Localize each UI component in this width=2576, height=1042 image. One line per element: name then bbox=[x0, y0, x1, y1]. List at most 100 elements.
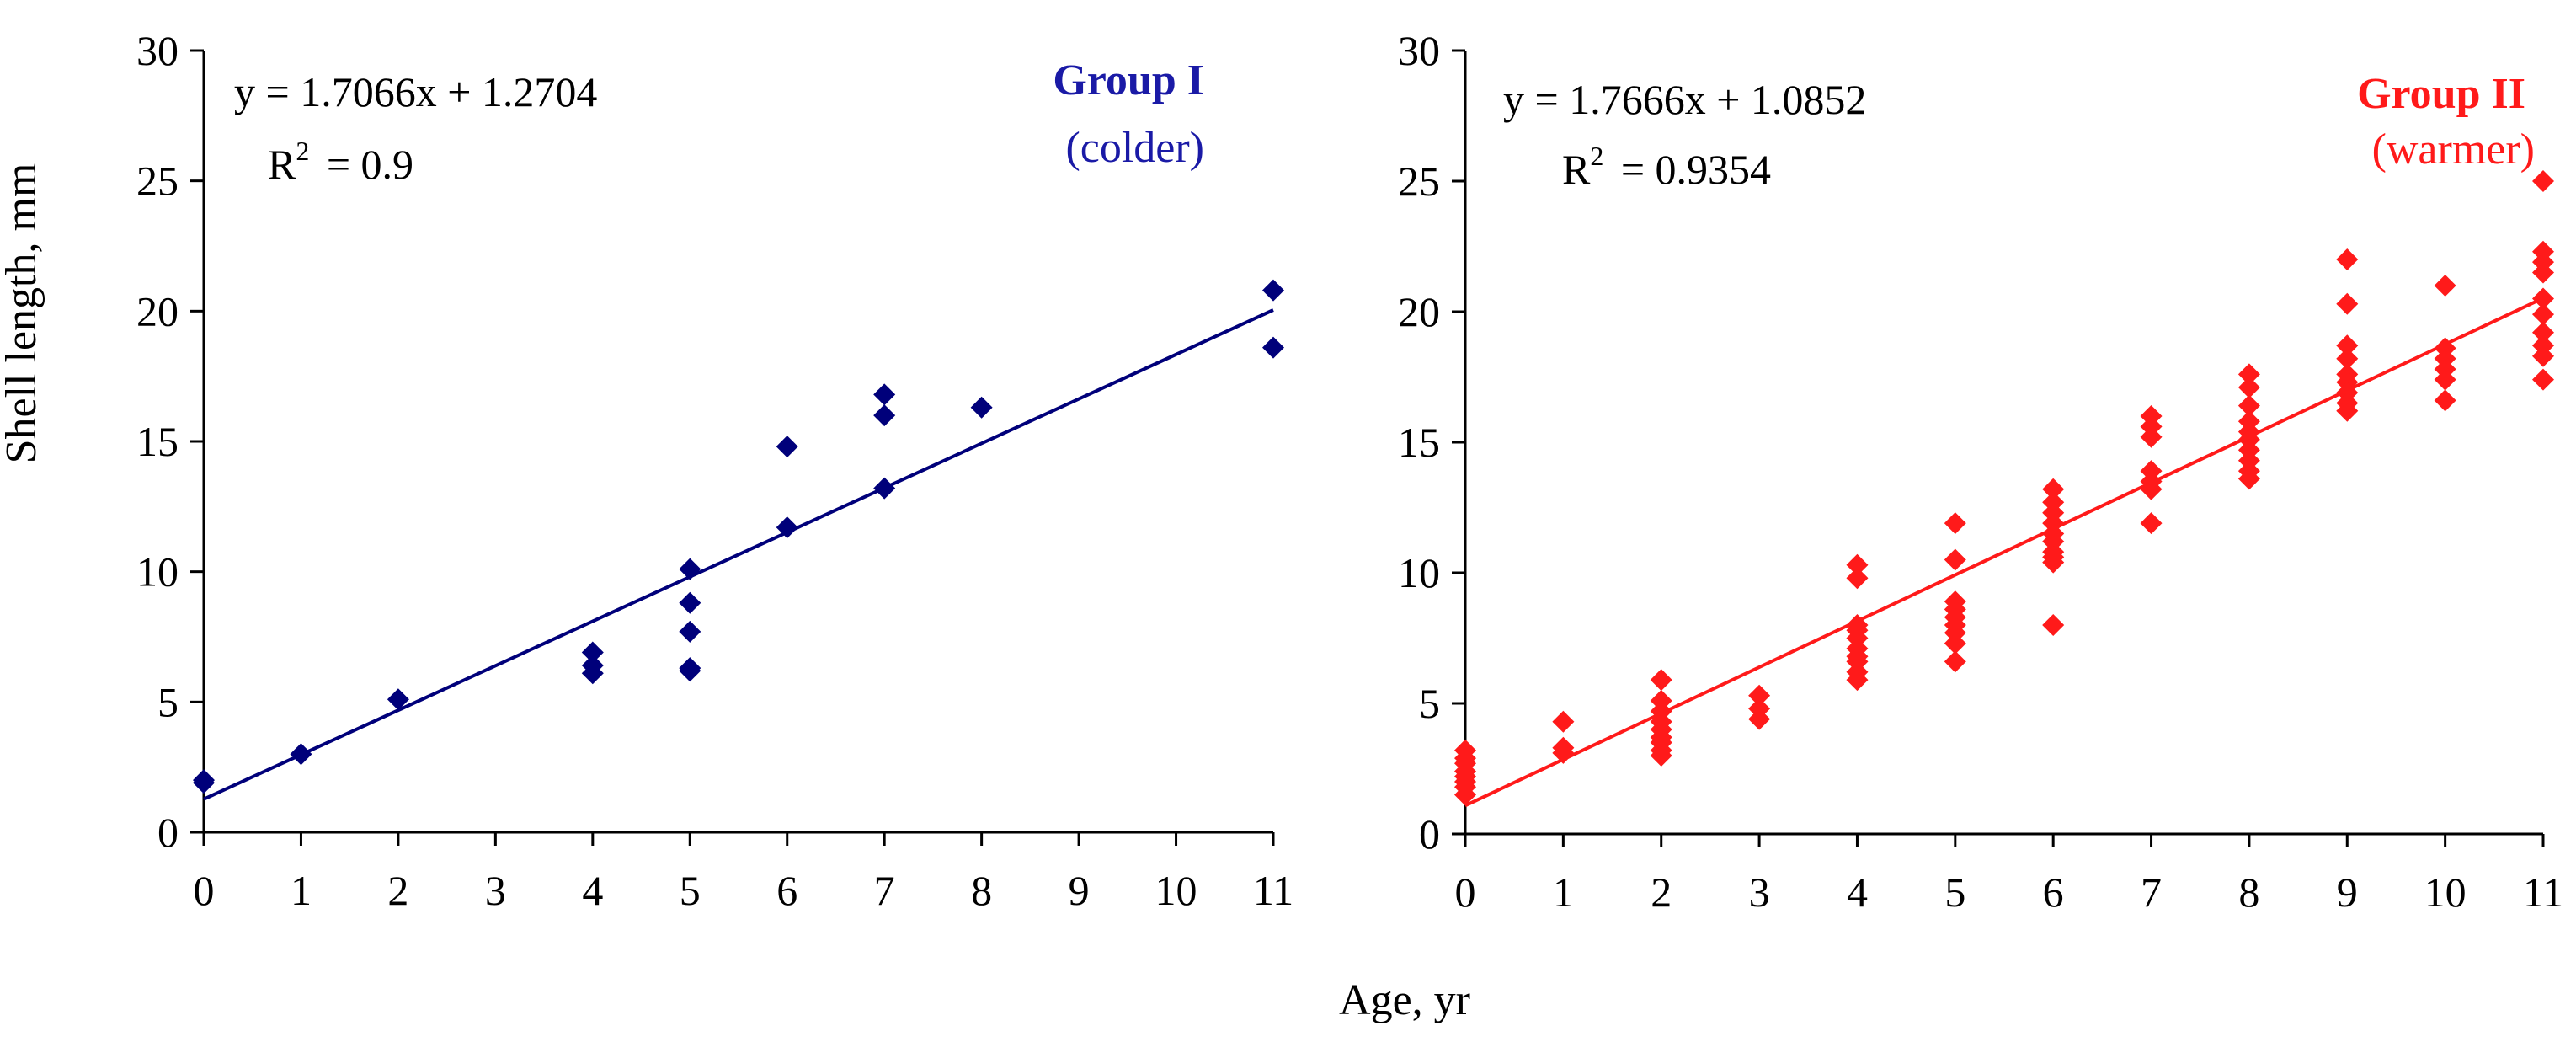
x-tick-label: 4 bbox=[582, 867, 603, 914]
data-point bbox=[1552, 710, 1575, 733]
x-tick-label: 5 bbox=[680, 867, 701, 914]
data-point bbox=[1552, 741, 1575, 764]
chart-title: Group II bbox=[2357, 70, 2525, 118]
x-tick-label: 11 bbox=[1253, 867, 1293, 914]
data-point bbox=[1748, 708, 1771, 730]
y-tick-label: 0 bbox=[1419, 810, 1440, 858]
data-point bbox=[2140, 478, 2163, 500]
data-point bbox=[193, 772, 215, 794]
x-tick-label: 4 bbox=[1847, 868, 1868, 916]
r-squared-symbol: R bbox=[268, 141, 296, 188]
x-tick-label: 2 bbox=[387, 867, 408, 914]
data-point bbox=[1454, 783, 1476, 806]
y-tick-label: 30 bbox=[136, 27, 179, 74]
x-tick-label: 1 bbox=[291, 867, 312, 914]
x-tick-label: 8 bbox=[2238, 868, 2259, 916]
data-point bbox=[2434, 389, 2456, 412]
data-point bbox=[873, 477, 896, 500]
y-axis-title: Shell length, mm bbox=[0, 163, 45, 464]
y-tick-label: 15 bbox=[1398, 419, 1440, 466]
x-tick-label: 0 bbox=[194, 867, 215, 914]
data-point bbox=[776, 516, 798, 539]
data-point bbox=[2434, 275, 2456, 297]
x-tick-label: 9 bbox=[2337, 868, 2358, 916]
y-tick-label: 5 bbox=[157, 678, 179, 725]
regression-equation: y = 1.7666x + 1.0852 bbox=[1503, 76, 1866, 123]
data-point bbox=[1748, 684, 1771, 707]
data-point bbox=[1846, 669, 1869, 692]
data-point bbox=[2336, 334, 2359, 357]
x-tick-label: 8 bbox=[971, 867, 992, 914]
r-squared-label: R2 = 0.9 bbox=[268, 136, 413, 188]
data-point bbox=[2042, 614, 2065, 636]
data-point bbox=[1650, 669, 1672, 692]
data-point bbox=[2532, 321, 2554, 344]
data-point bbox=[290, 743, 312, 766]
data-point bbox=[2042, 478, 2065, 500]
data-point bbox=[581, 662, 604, 685]
data-point bbox=[2140, 425, 2163, 448]
r-squared-superscript: 2 bbox=[1590, 141, 1603, 171]
x-axis-title: Age, yr bbox=[1339, 976, 1470, 1024]
x-tick-label: 10 bbox=[1155, 867, 1197, 914]
x-tick-label: 0 bbox=[1455, 868, 1476, 916]
y-tick-label: 20 bbox=[1398, 288, 1440, 335]
x-tick-label: 1 bbox=[1553, 868, 1574, 916]
y-tick-label: 5 bbox=[1419, 680, 1440, 727]
regression-equation: y = 1.7066x + 1.2704 bbox=[234, 68, 597, 115]
data-point bbox=[2336, 399, 2359, 422]
data-point bbox=[679, 660, 701, 682]
trendline bbox=[1464, 297, 2544, 808]
y-tick-label: 30 bbox=[1398, 27, 1440, 74]
y-tick-label: 0 bbox=[157, 809, 179, 856]
y-tick-label: 20 bbox=[136, 287, 179, 334]
chart-group-ii: Group II (warmer) y = 1.7666x + 1.0852 R… bbox=[1398, 27, 2563, 916]
y-tick-label: 25 bbox=[136, 158, 179, 205]
x-tick-label: 2 bbox=[1651, 868, 1672, 916]
x-tick-label: 5 bbox=[1944, 868, 1965, 916]
r-squared-symbol: R bbox=[1562, 146, 1591, 193]
x-tick-label: 11 bbox=[2523, 868, 2563, 916]
data-point bbox=[1846, 553, 1869, 576]
r-squared-label: R2 = 0.9354 bbox=[1562, 141, 1771, 193]
data-point bbox=[1262, 336, 1284, 359]
data-point bbox=[970, 396, 993, 419]
chart-subtitle: (warmer) bbox=[2372, 126, 2535, 174]
chart-title: Group I bbox=[1053, 56, 1204, 104]
x-tick-label: 6 bbox=[2043, 868, 2064, 916]
data-point bbox=[2532, 287, 2554, 310]
data-point bbox=[2140, 512, 2163, 535]
chart-group-i: Group I (colder) y = 1.7066x + 1.2704 R2… bbox=[136, 27, 1293, 914]
data-point bbox=[387, 688, 409, 711]
x-tick-label: 3 bbox=[1749, 868, 1770, 916]
data-point bbox=[2237, 394, 2260, 417]
data-point bbox=[776, 436, 798, 458]
data-point bbox=[2532, 261, 2554, 284]
data-point bbox=[2042, 551, 2065, 574]
r-squared-superscript: 2 bbox=[296, 136, 309, 166]
data-point bbox=[873, 404, 896, 427]
data-point bbox=[2434, 368, 2456, 391]
data-point bbox=[581, 641, 604, 664]
data-point bbox=[679, 591, 701, 614]
data-point bbox=[2336, 248, 2359, 270]
data-point bbox=[2532, 368, 2554, 391]
x-tick-label: 7 bbox=[2141, 868, 2162, 916]
data-point bbox=[2237, 363, 2260, 386]
data-point bbox=[1262, 279, 1284, 302]
r-squared-value: = 0.9354 bbox=[1610, 146, 1771, 193]
data-point bbox=[2237, 376, 2260, 398]
data-point bbox=[1944, 632, 1966, 655]
x-tick-label: 3 bbox=[485, 867, 506, 914]
data-point bbox=[2532, 170, 2554, 192]
data-point bbox=[873, 383, 896, 406]
data-point bbox=[1944, 512, 1966, 535]
data-point bbox=[1944, 548, 1966, 571]
y-tick-label: 10 bbox=[1398, 549, 1440, 596]
data-point bbox=[2532, 345, 2554, 367]
y-tick-label: 10 bbox=[136, 548, 179, 596]
data-point bbox=[2237, 468, 2260, 490]
data-point bbox=[1846, 567, 1869, 590]
data-point bbox=[2532, 303, 2554, 326]
